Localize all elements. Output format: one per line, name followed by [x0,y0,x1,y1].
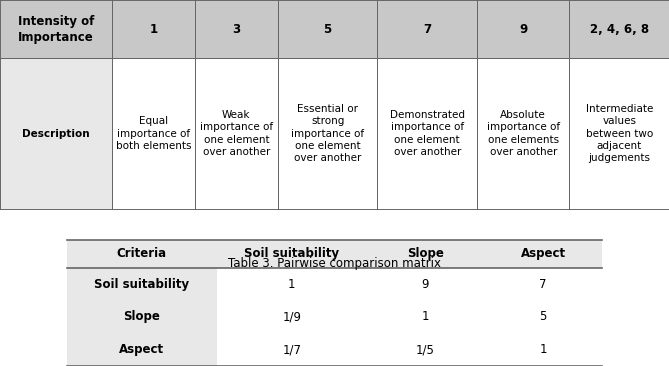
Bar [569,0,669,59]
Bar [477,59,569,209]
Text: Soil suitability: Soil suitability [94,278,189,291]
Bar [195,0,278,59]
Bar [278,59,377,209]
Bar [217,333,367,366]
Bar [367,333,484,366]
Bar [367,240,484,268]
Text: 1: 1 [539,343,547,356]
Bar [367,300,484,333]
Text: Slope: Slope [123,310,161,324]
Text: Absolute
importance of
one elements
over another: Absolute importance of one elements over… [486,110,560,157]
Text: Criteria: Criteria [117,247,167,261]
Text: 1/9: 1/9 [282,310,301,324]
Bar [484,300,602,333]
Bar [195,59,278,209]
Text: 7: 7 [539,278,547,291]
Text: 5: 5 [539,310,547,324]
Bar [67,333,217,366]
Text: Equal
importance of
both elements: Equal importance of both elements [116,116,191,151]
Text: Demonstrated
importance of
one element
over another: Demonstrated importance of one element o… [390,110,465,157]
Bar [278,0,377,59]
Bar [67,268,217,300]
Text: Soil suitability: Soil suitability [244,247,339,261]
Text: 5: 5 [324,23,332,36]
Text: Slope: Slope [407,247,444,261]
Text: 9: 9 [519,23,527,36]
Bar [569,59,669,209]
Bar [377,59,477,209]
Text: Weak
importance of
one element
over another: Weak importance of one element over anot… [200,110,273,157]
Text: 1/7: 1/7 [282,343,301,356]
Bar [367,268,484,300]
Bar [217,268,367,300]
Bar [484,333,602,366]
Text: 1: 1 [149,23,157,36]
Text: Aspect: Aspect [119,343,165,356]
Bar [112,59,195,209]
Text: 1/5: 1/5 [416,343,435,356]
Text: Essential or
strong
importance of
one element
over another: Essential or strong importance of one el… [291,104,364,163]
Bar [217,300,367,333]
Bar [217,240,367,268]
Text: Table 3. Pairwise comparison matrix: Table 3. Pairwise comparison matrix [228,257,441,270]
Text: 3: 3 [232,23,240,36]
Text: 2, 4, 6, 8: 2, 4, 6, 8 [589,23,649,36]
Bar [484,240,602,268]
Text: Description: Description [22,128,90,138]
Bar [477,0,569,59]
Text: Intermediate
values
between two
adjacent
judgements: Intermediate values between two adjacent… [585,104,653,163]
Bar [377,0,477,59]
Bar [0,59,112,209]
Bar [67,240,217,268]
Bar [484,268,602,300]
Text: 9: 9 [421,278,429,291]
Text: 1: 1 [421,310,429,324]
Bar [112,0,195,59]
Text: 7: 7 [423,23,432,36]
Text: Aspect: Aspect [520,247,566,261]
Text: 1: 1 [288,278,296,291]
Text: Intensity of
Importance: Intensity of Importance [18,15,94,44]
Bar [0,0,112,59]
Bar [67,300,217,333]
